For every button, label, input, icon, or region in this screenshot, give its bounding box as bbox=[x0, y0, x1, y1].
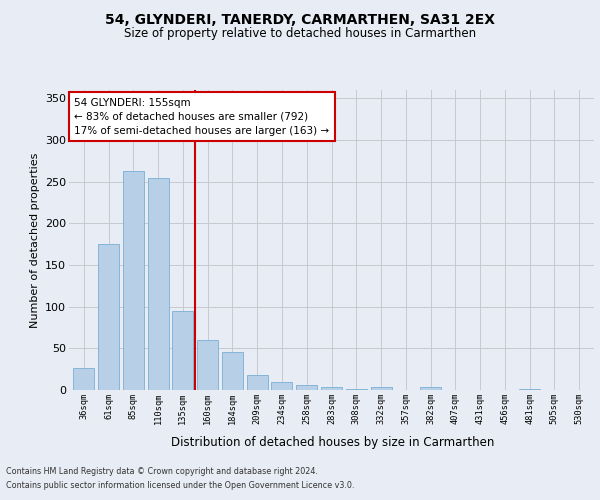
Bar bbox=[197, 340, 218, 390]
Bar bbox=[296, 385, 317, 390]
Bar bbox=[73, 368, 94, 390]
Bar bbox=[519, 389, 540, 390]
Bar bbox=[321, 386, 342, 390]
Y-axis label: Number of detached properties: Number of detached properties bbox=[29, 152, 40, 328]
Bar bbox=[420, 386, 441, 390]
Text: Contains HM Land Registry data © Crown copyright and database right 2024.: Contains HM Land Registry data © Crown c… bbox=[6, 467, 318, 476]
Bar bbox=[98, 244, 119, 390]
Bar bbox=[148, 178, 169, 390]
Bar bbox=[346, 389, 367, 390]
Bar bbox=[371, 386, 392, 390]
Bar bbox=[271, 382, 292, 390]
Bar bbox=[247, 375, 268, 390]
Bar bbox=[172, 311, 193, 390]
Text: Contains public sector information licensed under the Open Government Licence v3: Contains public sector information licen… bbox=[6, 481, 355, 490]
Text: 54 GLYNDERI: 155sqm
← 83% of detached houses are smaller (792)
17% of semi-detac: 54 GLYNDERI: 155sqm ← 83% of detached ho… bbox=[74, 98, 329, 136]
Text: 54, GLYNDERI, TANERDY, CARMARTHEN, SA31 2EX: 54, GLYNDERI, TANERDY, CARMARTHEN, SA31 … bbox=[105, 12, 495, 26]
Bar bbox=[123, 171, 144, 390]
Bar bbox=[222, 352, 243, 390]
Text: Size of property relative to detached houses in Carmarthen: Size of property relative to detached ho… bbox=[124, 28, 476, 40]
Text: Distribution of detached houses by size in Carmarthen: Distribution of detached houses by size … bbox=[172, 436, 494, 449]
